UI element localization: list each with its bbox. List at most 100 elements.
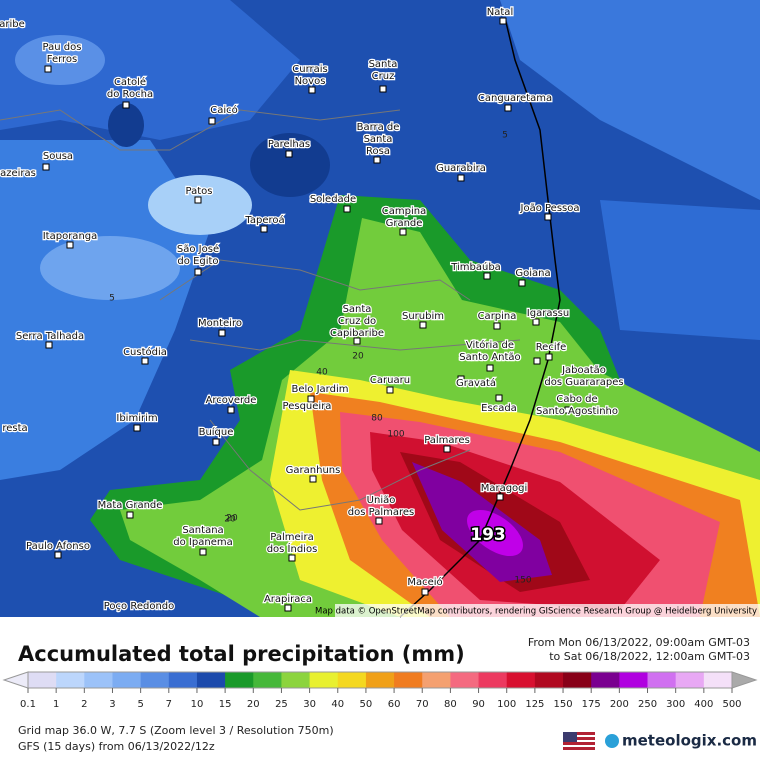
place-label: Maceió [407, 576, 442, 588]
legend-label: 500 [722, 699, 741, 710]
place-marker [495, 394, 503, 402]
place-label: Itaporanga [43, 231, 98, 242]
place-label: Natal [487, 7, 513, 18]
place-label: Igarassu [527, 308, 569, 319]
place-marker [386, 386, 394, 394]
place-label: Garanhuns [286, 465, 341, 476]
legend-label: 15 [219, 699, 232, 710]
legend-swatch [563, 672, 592, 688]
legend-label: 90 [472, 699, 485, 710]
legend-swatch [478, 672, 508, 688]
place-label: Poço Redondo [104, 601, 175, 612]
legend-swatch [422, 672, 451, 688]
place-label: Palmares [424, 435, 470, 446]
place-label: Taperoá [244, 214, 284, 226]
place-label: Caruaru [370, 375, 410, 386]
place-marker [486, 364, 494, 372]
legend-swatch [337, 672, 367, 688]
legend-label: 70 [416, 699, 429, 710]
place-label: São José [177, 243, 219, 255]
place-label: do Rocha [107, 89, 153, 100]
place-marker [353, 337, 361, 345]
legend-high-cap [731, 671, 758, 689]
place-label: Monteiro [198, 318, 242, 329]
place-label: Goiana [515, 268, 550, 279]
place-label: Carpina [478, 311, 517, 322]
place-label: Capibaribe [330, 328, 384, 339]
place-label: Caicó [210, 104, 238, 116]
place-label: Mata Grande [98, 500, 163, 511]
place-label: Santana [182, 525, 223, 536]
legend-swatch [168, 672, 198, 688]
legend-swatch [281, 672, 311, 688]
place-marker [419, 321, 427, 329]
place-marker [504, 104, 512, 112]
legend-label: 30 [303, 699, 316, 710]
legend-label: 200 [610, 699, 629, 710]
place-marker [42, 163, 50, 171]
place-label: Cruz do [338, 316, 376, 327]
place-label: Escada [481, 403, 517, 414]
legend-label: 0.1 [20, 699, 36, 710]
legend-swatch [675, 672, 705, 688]
place-marker [545, 353, 553, 361]
place-label: Cruz [372, 71, 395, 82]
place-marker [199, 548, 207, 556]
place-label: Arapiraca [264, 594, 312, 605]
place-label: Catolé [114, 76, 146, 88]
place-label: Custódia [123, 346, 167, 358]
contour-label: 40 [316, 368, 328, 378]
place-label: Soledade [310, 194, 356, 205]
legend-label: 2 [81, 699, 87, 710]
place-marker [309, 475, 317, 483]
place-marker [421, 588, 429, 596]
legend-swatch [56, 672, 85, 688]
place-label: Jaboatão [561, 365, 606, 376]
place-marker [443, 445, 451, 453]
place-marker [218, 329, 226, 337]
legend-label: 100 [497, 699, 516, 710]
legend-swatch [703, 672, 733, 688]
legend-label: 5 [137, 699, 143, 710]
place-label: Grande [386, 218, 423, 229]
place-marker [54, 551, 62, 559]
legend-label: 80 [444, 699, 457, 710]
legend-swatch [506, 672, 536, 688]
us-flag [563, 732, 595, 750]
place-marker [399, 228, 407, 236]
legend-swatch [253, 672, 282, 688]
place-marker [122, 101, 130, 109]
place-marker [45, 341, 53, 349]
place-label: Cabo de [556, 394, 597, 405]
place-label: Maragogi [481, 483, 528, 494]
legend-swatch [534, 672, 564, 688]
place-label: azeiras [0, 168, 36, 179]
model-info: GFS (15 days) from 06/13/2022/12z [18, 740, 215, 753]
place-marker [375, 517, 383, 525]
place-label: Belo Jardim [292, 384, 349, 395]
legend-swatch [394, 672, 423, 688]
place-marker [518, 279, 526, 287]
attribution: Map data © OpenStreetMap contributors, r… [315, 607, 757, 617]
contour-label: 20 [224, 515, 236, 525]
place-label: Pau dos [43, 42, 82, 53]
place-marker [373, 156, 381, 164]
place-marker [133, 424, 141, 432]
peak-value: 193 [470, 525, 506, 545]
place-label: Arcoverde [206, 395, 257, 406]
place-label: Paulo Afonso [26, 541, 90, 552]
place-marker [544, 213, 552, 221]
place-marker [66, 241, 74, 249]
place-marker [212, 438, 220, 446]
legend-label: 125 [525, 699, 544, 710]
place-marker [260, 225, 268, 233]
legend-label: 20 [247, 699, 260, 710]
place-label: do Ipanema [173, 537, 232, 548]
period-end: to Sat 06/18/2022, 12:00am GMT-03 [549, 650, 750, 663]
place-marker [532, 318, 540, 326]
place-label: União [367, 495, 396, 506]
brand[interactable]: meteologix.com [622, 732, 757, 750]
legend-swatch [225, 672, 254, 688]
grid-info: Grid map 36.0 W, 7.7 S (Zoom level 3 / R… [18, 724, 334, 737]
